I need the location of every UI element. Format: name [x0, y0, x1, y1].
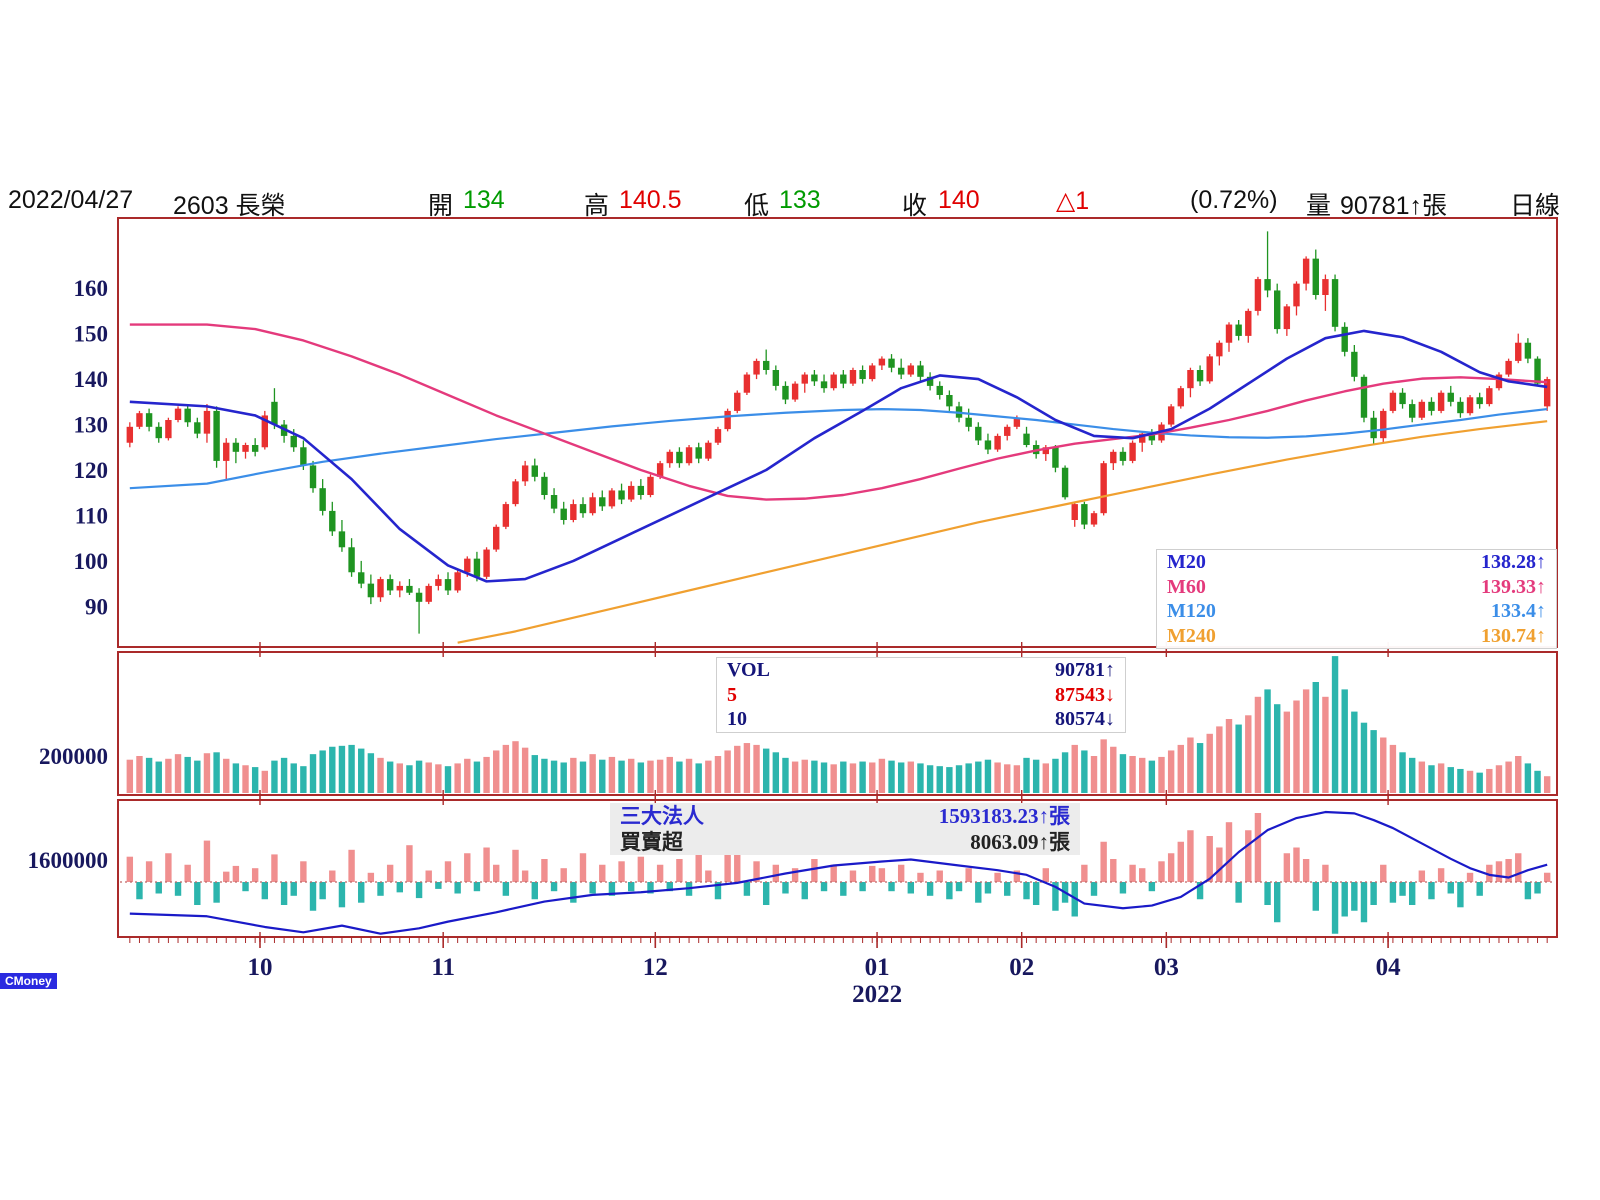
close-value: 140: [938, 186, 980, 214]
vol-ma5-value: 87543↓: [1055, 683, 1115, 706]
svg-text:2022: 2022: [852, 981, 902, 1008]
net-buy-value: 8063.09↑張: [970, 830, 1070, 854]
change-percent: (0.72%): [1190, 186, 1278, 214]
symbol-name: 2603 長榮: [173, 192, 286, 220]
ma20-row: M20 138.28↑: [1157, 550, 1556, 575]
ma-line-m60: [129, 323, 1548, 501]
svg-text:1600000: 1600000: [28, 848, 109, 873]
ma60-value: 139.33↑: [1481, 575, 1546, 598]
change-value: △1: [1056, 187, 1090, 215]
svg-text:100: 100: [74, 549, 109, 574]
ma120-row: M120 133.4↑: [1157, 599, 1556, 624]
ma20-value: 138.28↑: [1481, 551, 1546, 573]
svg-text:90: 90: [85, 594, 108, 619]
ma-legend: M20 138.28↑ M60 139.33↑ M120 133.4↑ M240…: [1156, 549, 1557, 649]
quote-date: 2022/04/27: [8, 186, 134, 214]
volume-legend: VOL 90781↑ 5 87543↓ 10 80574↓: [716, 657, 1126, 733]
volume-bars: [126, 656, 1551, 793]
high-value: 140.5: [619, 186, 682, 214]
cmoney-watermark: CMoney: [0, 973, 57, 989]
net-buy-label: 買賣超: [620, 830, 683, 854]
ma60-label: M60: [1167, 575, 1206, 598]
svg-text:120: 120: [74, 458, 109, 483]
ma240-label: M240: [1167, 624, 1216, 647]
ma240-row: M240 130.74↑: [1157, 624, 1556, 649]
vol-ma10-row: 10 80574↓: [717, 707, 1125, 732]
svg-text:10: 10: [247, 954, 272, 981]
volume-value: 90781↑張: [1340, 192, 1448, 220]
vol-ma10-label: 10: [727, 708, 747, 730]
institutional-total-label: 三大法人: [620, 804, 704, 828]
cumulative-line: [129, 810, 1548, 935]
svg-text:04: 04: [1376, 954, 1402, 981]
svg-text:200000: 200000: [39, 744, 108, 769]
candlestick-layer: [126, 231, 1551, 634]
net-buy-bars: [120, 813, 1555, 934]
ma20-label: M20: [1167, 551, 1206, 573]
svg-text:160: 160: [74, 276, 109, 301]
low-label: 低: [744, 192, 770, 220]
ma-line-m120: [129, 407, 1548, 490]
ma120-label: M120: [1167, 600, 1216, 622]
period-label: 日線: [1510, 192, 1561, 220]
svg-text:150: 150: [74, 322, 109, 347]
moving-average-lines: [129, 323, 1548, 644]
vol-ma10-value: 80574↓: [1055, 708, 1115, 730]
open-value: 134: [463, 186, 505, 214]
svg-text:130: 130: [74, 413, 109, 438]
ma120-value: 133.4↑: [1491, 600, 1546, 622]
vol-row: VOL 90781↑: [717, 658, 1125, 683]
ma-line-m20: [129, 329, 1548, 583]
low-value: 133: [779, 186, 821, 214]
high-label: 高: [584, 192, 610, 220]
svg-text:11: 11: [431, 954, 455, 981]
institutional-total-value: 1593183.23↑張: [938, 804, 1070, 828]
vol-value: 90781↑: [1055, 659, 1115, 681]
volume-label: 量: [1306, 192, 1332, 220]
svg-text:140: 140: [74, 367, 109, 392]
date-tick-strip: [129, 642, 1548, 948]
institutional-legend: 三大法人 1593183.23↑張 買賣超 8063.09↑張: [610, 803, 1080, 855]
svg-text:12: 12: [643, 954, 668, 981]
ma60-row: M60 139.33↑: [1157, 575, 1556, 600]
net-buy-row: 買賣超 8063.09↑張: [610, 829, 1080, 855]
vol-ma5-label: 5: [727, 683, 737, 706]
open-label: 開: [428, 192, 454, 220]
vol-ma5-row: 5 87543↓: [717, 683, 1125, 708]
quote-header: 2022/04/27 2603 長榮 開 134 高 140.5 低 133 收…: [0, 186, 1600, 220]
panel-borders: [117, 217, 1558, 938]
institutional-total-row: 三大法人 1593183.23↑張: [610, 803, 1080, 829]
vol-label: VOL: [727, 659, 770, 681]
close-label: 收: [902, 192, 928, 220]
ma-line-m240: [457, 420, 1548, 644]
svg-text:01: 01: [865, 954, 890, 981]
ma240-value: 130.74↑: [1481, 624, 1546, 647]
svg-text:02: 02: [1009, 954, 1034, 981]
svg-text:03: 03: [1154, 954, 1179, 981]
svg-text:110: 110: [75, 503, 108, 528]
